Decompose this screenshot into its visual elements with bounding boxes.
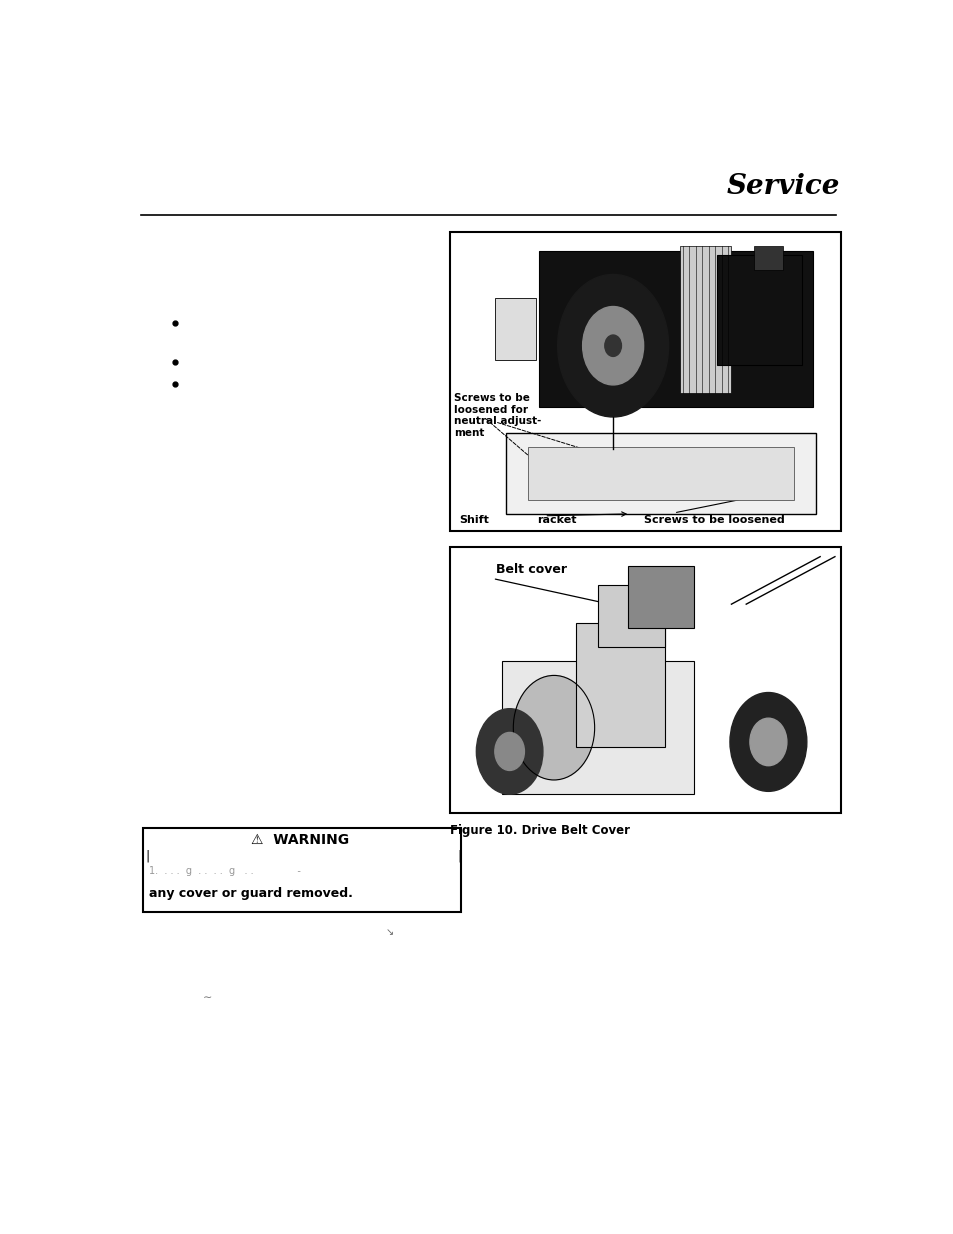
Text: Service: Service <box>726 173 840 200</box>
Text: ⚠  WARNING: ⚠ WARNING <box>251 833 349 847</box>
Bar <box>501 661 694 795</box>
Text: $\searrow$: $\searrow$ <box>383 927 395 937</box>
Bar <box>753 246 782 270</box>
Bar <box>576 623 664 747</box>
Bar <box>716 255 801 365</box>
Circle shape <box>513 675 594 780</box>
Text: |: | <box>456 849 461 863</box>
Circle shape <box>495 733 524 770</box>
Circle shape <box>476 708 542 795</box>
Bar <box>627 566 694 628</box>
Bar <box>143 828 460 912</box>
Text: racket: racket <box>537 516 576 526</box>
Text: Belt cover: Belt cover <box>496 563 567 575</box>
Bar <box>528 448 794 500</box>
Text: |: | <box>146 849 150 863</box>
Text: Shift: Shift <box>459 516 489 526</box>
Bar <box>598 585 664 647</box>
Circle shape <box>582 306 643 385</box>
Bar <box>450 232 840 531</box>
Bar <box>538 251 812 407</box>
Bar <box>679 246 731 394</box>
Bar <box>450 547 840 813</box>
Text: Screws to be loosened: Screws to be loosened <box>643 516 784 526</box>
Text: $\sim$: $\sim$ <box>200 992 213 1002</box>
Circle shape <box>604 334 620 357</box>
Text: Screws to be
loosened for
neutral adjust-
ment: Screws to be loosened for neutral adjust… <box>454 394 541 438</box>
Circle shape <box>729 692 806 791</box>
Text: any cover or guard removed.: any cover or guard removed. <box>149 886 353 900</box>
Text: 1.  . . .  g  . .  . .  g   . .              -: 1. . . . g . . . . g . . - <box>149 866 300 876</box>
Circle shape <box>558 274 668 417</box>
Bar <box>495 299 535 360</box>
Bar <box>505 433 816 513</box>
Circle shape <box>749 718 786 765</box>
Text: Figure 10. Drive Belt Cover: Figure 10. Drive Belt Cover <box>450 823 630 837</box>
